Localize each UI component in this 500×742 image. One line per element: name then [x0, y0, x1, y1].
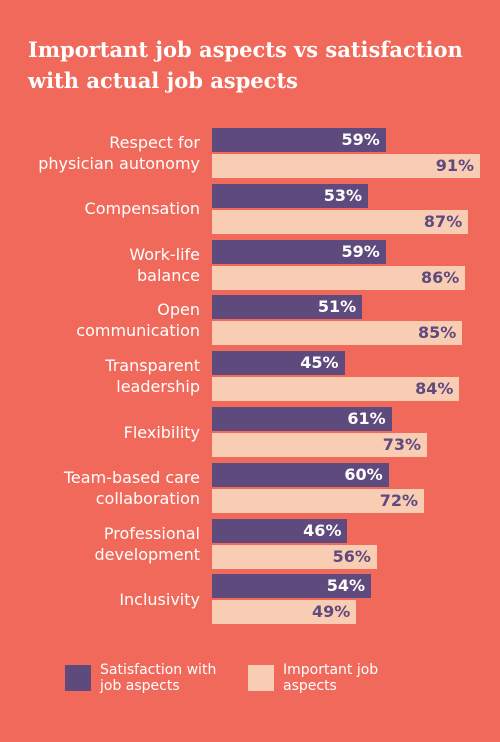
legend-swatch — [65, 665, 91, 691]
value-label: 73% — [382, 435, 421, 454]
value-label: 91% — [435, 156, 474, 175]
category-label: Team-based care collaboration — [63, 467, 200, 508]
value-label: 61% — [347, 409, 386, 428]
value-label: 59% — [341, 241, 380, 261]
value-label: 59% — [341, 130, 380, 149]
value-label: 60% — [344, 464, 383, 484]
bar — [212, 462, 389, 487]
bar — [212, 183, 369, 208]
bar — [212, 128, 386, 152]
bar — [212, 377, 460, 402]
bar — [212, 600, 357, 625]
category-label: Open communication — [76, 300, 200, 341]
legend-label: Satisfaction with job aspects — [100, 662, 217, 694]
category-label: Respect for physician autonomy — [38, 133, 200, 173]
bar — [212, 433, 427, 457]
category-label: Professional development — [94, 523, 200, 564]
value-label: 84% — [415, 379, 454, 399]
value-label: 56% — [332, 546, 371, 566]
bar — [212, 209, 469, 234]
bar — [212, 518, 348, 543]
bar — [212, 265, 466, 290]
bar — [212, 154, 480, 178]
value-label: 85% — [418, 323, 457, 343]
bar — [212, 295, 363, 320]
value-label: 87% — [423, 211, 463, 231]
value-label: 51% — [317, 297, 357, 317]
value-label: 86% — [420, 267, 460, 287]
value-label: 53% — [323, 185, 363, 205]
bar — [212, 574, 372, 599]
legend-label: Important job aspects — [283, 662, 379, 694]
bar — [212, 407, 392, 431]
category-label: Compensation — [84, 199, 200, 219]
chart-title: Important job aspects vs satisfaction wi… — [28, 37, 463, 93]
value-label: 46% — [303, 520, 342, 540]
category-label: Work-life balance — [129, 244, 200, 285]
legend-swatch — [248, 665, 274, 691]
category-label: Inclusivity — [119, 589, 200, 609]
value-label: 54% — [326, 576, 366, 596]
value-label: 45% — [300, 353, 339, 373]
category-label: Flexibility — [123, 422, 200, 442]
value-label: 72% — [379, 490, 419, 510]
bar — [212, 351, 345, 376]
value-label: 49% — [312, 602, 351, 622]
bar — [212, 544, 377, 569]
category-label: Transparent leadership — [105, 356, 200, 397]
bar — [212, 488, 425, 513]
bar — [212, 239, 386, 264]
bar — [212, 321, 463, 346]
